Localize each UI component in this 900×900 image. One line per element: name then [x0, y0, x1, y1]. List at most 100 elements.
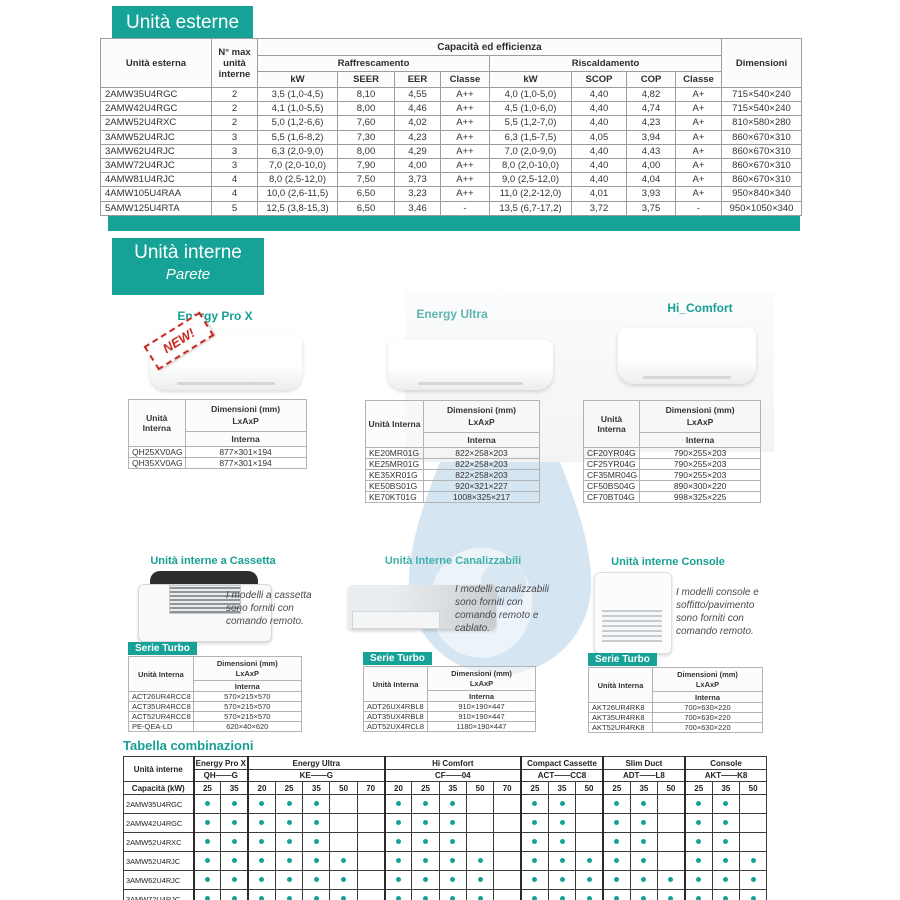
- availability-dot: [286, 858, 292, 864]
- table-row: CF35MR04G 790×255×203: [582, 469, 762, 481]
- model-cell: 4AMW81U4RJC: [100, 172, 212, 188]
- serie-turbo-label: Serie Turbo: [588, 653, 657, 666]
- availability-cell: [738, 813, 768, 833]
- value-cell: 4,5 (1,0-6,0): [489, 101, 572, 117]
- availability-dot: [559, 896, 565, 900]
- availability-dot: [286, 896, 292, 900]
- table-row: KE25MR01G 822×258×203: [365, 458, 540, 470]
- availability-dot: [259, 896, 265, 900]
- group-code: QH——G: [192, 769, 249, 782]
- table-row: ADT52UX4RCL8 1180×190×447: [363, 721, 536, 732]
- capacity-header: 20: [247, 781, 276, 795]
- availability-cell: [493, 870, 522, 890]
- value-cell: 620×40×620: [192, 721, 302, 732]
- availability-dot: [341, 858, 347, 864]
- table-row: 2AMW35U4RGC 2 3,5 (1,0-4,5) 8,10 4,55 A++ 4,0 …: [100, 86, 802, 103]
- availability-cell: [601, 794, 631, 814]
- combo-row: 3AMW72U4RJC: [123, 889, 768, 900]
- availability-cell: [520, 794, 549, 814]
- value-cell: 860×670×310: [721, 129, 802, 145]
- col-header-heating: Riscaldamento: [489, 55, 722, 72]
- model-cell: QH35XV0AG: [128, 457, 186, 469]
- model-cell: 3AMW52U4RJC: [123, 851, 194, 871]
- availability-cell: [711, 870, 740, 890]
- value-cell: 4,00: [626, 157, 676, 174]
- availability-cell: [220, 870, 249, 890]
- col-header-cooling: Raffrescamento: [257, 55, 490, 72]
- value-cell: 4,04: [626, 172, 676, 188]
- model-cell: ACT35UR4RCC8: [128, 701, 194, 712]
- availability-dot: [313, 877, 319, 883]
- availability-dot: [586, 858, 592, 864]
- value-cell: 877×301×194: [184, 457, 307, 469]
- col-header-dimensions: Dimensioni: [721, 38, 802, 88]
- value-cell: 3,46: [394, 200, 441, 216]
- value-cell: 4: [211, 186, 258, 202]
- capacity-header: 35: [438, 781, 467, 795]
- availability-cell: [683, 851, 713, 871]
- value-cell: 570×215×570: [192, 711, 302, 722]
- availability-cell: [192, 851, 222, 871]
- availability-cell: [520, 851, 549, 871]
- availability-cell: [575, 832, 604, 852]
- table-row: QH25XV0AG 877×301×194: [128, 446, 307, 458]
- availability-cell: [575, 813, 604, 833]
- availability-cell: [738, 794, 768, 814]
- table-row: CF20YR04G 790×255×203: [582, 447, 762, 459]
- col-header-dimensions: Dimensioni (mm) LxAxP: [427, 666, 536, 691]
- availability-dot: [586, 896, 592, 900]
- availability-cell: [711, 851, 740, 871]
- availability-dot: [395, 820, 401, 826]
- availability-cell: [220, 832, 249, 852]
- availability-dot: [286, 801, 292, 807]
- model-cell: CF25YR04G: [582, 458, 641, 470]
- table-row: KE35XR01G 822×258×203: [365, 469, 540, 481]
- value-cell: 822×258×203: [423, 469, 540, 481]
- availability-cell: [575, 794, 604, 814]
- group-header: Console: [683, 756, 768, 770]
- indoor-subtitle-text: Parete: [165, 266, 211, 283]
- availability-dot: [259, 858, 265, 864]
- group-code: CF——04: [383, 769, 522, 782]
- availability-dot: [423, 839, 429, 845]
- value-cell: 7,60: [337, 115, 395, 131]
- availability-cell: [247, 794, 276, 814]
- value-cell: 5,5 (1,6-8,2): [257, 129, 338, 145]
- group-header: Compact Cassette: [520, 756, 604, 770]
- value-cell: 950×840×340: [721, 186, 802, 202]
- availability-cell: [356, 889, 386, 900]
- value-cell: 2: [211, 86, 258, 103]
- model-cell: KE70KT01G: [365, 491, 424, 503]
- col-header-interna: Interna: [427, 690, 536, 702]
- availability-cell: [220, 813, 249, 833]
- availability-cell: [547, 851, 577, 871]
- availability-dot: [641, 839, 647, 845]
- value-cell: 715×540×240: [721, 101, 802, 117]
- availability-cell: [575, 870, 604, 890]
- value-cell: 890×300×220: [639, 480, 762, 492]
- value-cell: 5,5 (1,2-7,0): [489, 115, 572, 131]
- availability-cell: [274, 794, 304, 814]
- value-cell: 4,1 (1,0-5,5): [257, 101, 338, 117]
- model-cell: 2AMW35U4RGC: [100, 86, 212, 103]
- table-row: 2AMW52U4RXC 2 5,0 (1,2-6,6) 7,60 4,02 A++ 5,5 …: [100, 115, 802, 131]
- availability-cell: [657, 870, 686, 890]
- availability-dot: [477, 858, 483, 864]
- col-header: EER: [394, 71, 441, 88]
- capacity-header: 25: [411, 781, 440, 795]
- availability-dot: [204, 896, 210, 900]
- availability-cell: [601, 889, 631, 900]
- availability-dot: [313, 858, 319, 864]
- col-header-interna: Interna: [192, 680, 302, 692]
- availability-dot: [614, 801, 620, 807]
- value-cell: 4,40: [571, 157, 627, 174]
- availability-dot: [696, 839, 702, 845]
- availability-dot: [231, 896, 237, 900]
- col-header: SCOP: [571, 71, 627, 88]
- model-cell: AKT35UR4RK8: [588, 712, 653, 723]
- availability-dot: [259, 877, 265, 883]
- group-code: ADT——L8: [601, 769, 686, 782]
- capacity-header: 35: [629, 781, 659, 795]
- capacity-header: 25: [683, 781, 713, 795]
- table-row: AKT26UR4RK8 700×630×220: [588, 702, 763, 713]
